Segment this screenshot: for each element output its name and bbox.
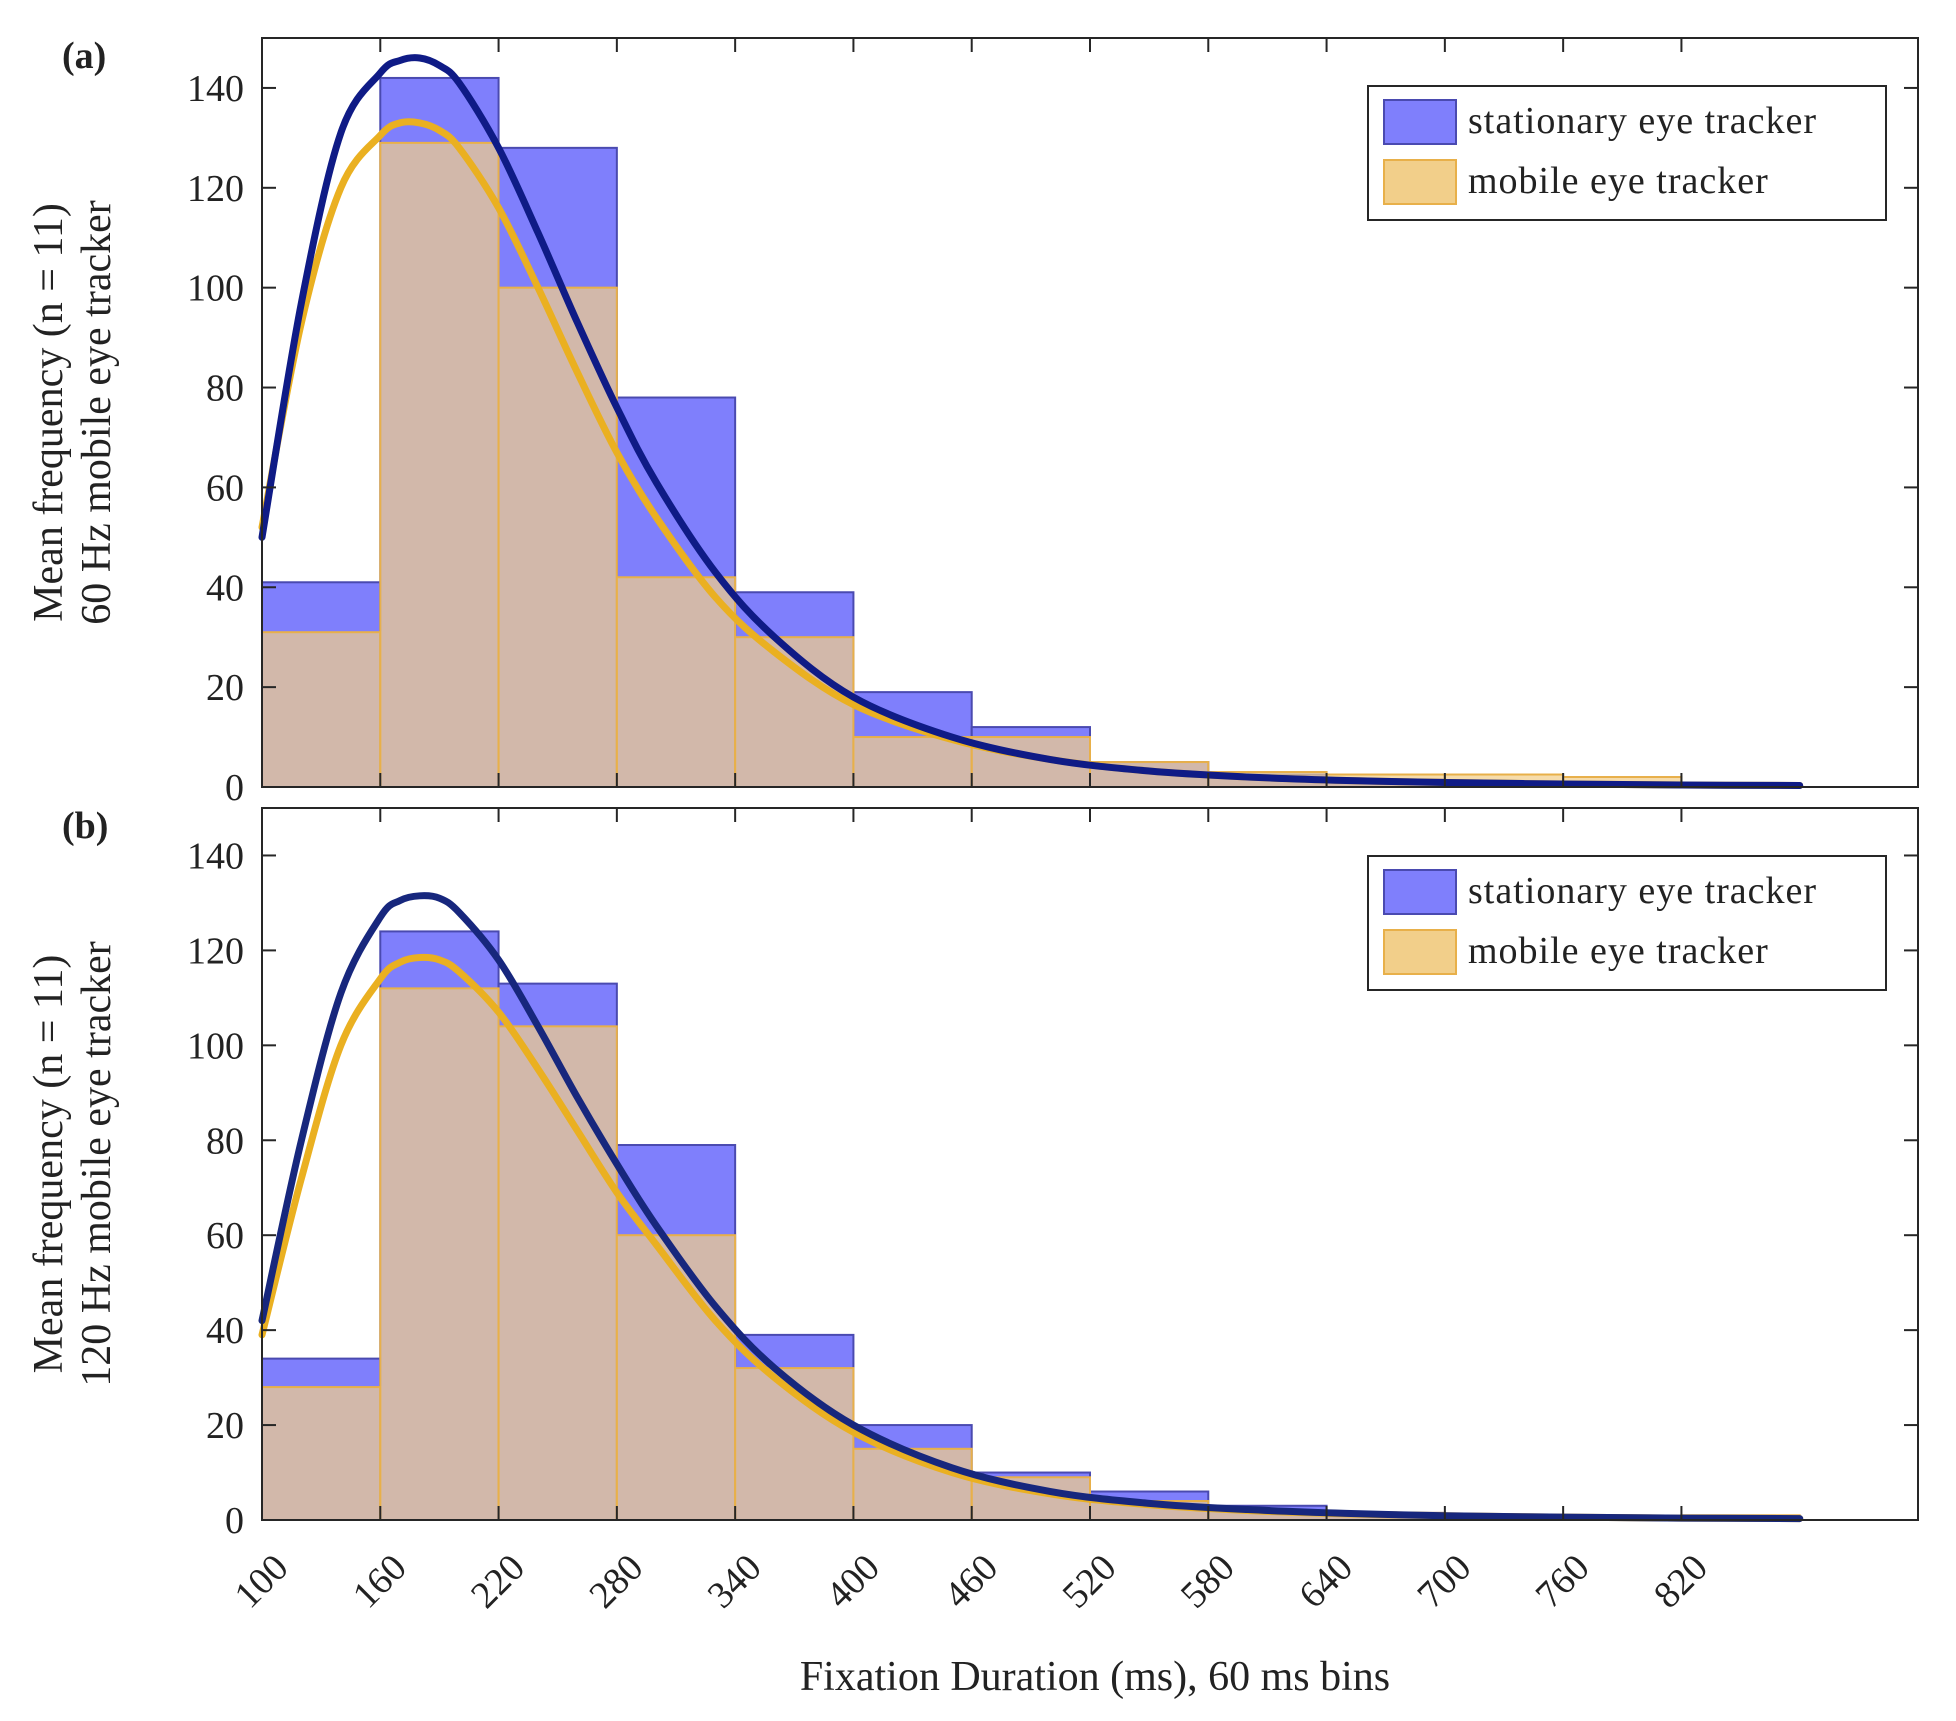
x-tick-label: 460 xyxy=(936,1547,1006,1617)
mobile-bar xyxy=(497,1025,618,1521)
y-tick-label: 80 xyxy=(206,1120,244,1162)
mobile-bar xyxy=(379,987,500,1521)
x-tick-label: 760 xyxy=(1528,1547,1598,1617)
x-tick-label: 580 xyxy=(1173,1547,1243,1617)
y-tick-label: 140 xyxy=(187,68,244,110)
stationary-fit-line xyxy=(258,892,1804,1523)
x-tick-label: 100 xyxy=(227,1547,297,1617)
y-tick-label: 0 xyxy=(225,767,244,809)
panel-label: (b) xyxy=(62,805,108,847)
x-tick-label: 820 xyxy=(1646,1547,1716,1617)
x-tick-label: 340 xyxy=(700,1547,770,1617)
y-tick-label: 0 xyxy=(225,1500,244,1542)
x-tick-label: 220 xyxy=(463,1547,533,1617)
y-axis-title: Mean frequency (n = 11) xyxy=(26,955,72,1374)
y-tick-label: 60 xyxy=(206,467,244,509)
legend-label: stationary eye tracker xyxy=(1468,870,1817,912)
y-axis-title: 120 Hz mobile eye tracker xyxy=(74,941,120,1386)
x-tick-label: 160 xyxy=(345,1547,415,1617)
legend-swatch-stationary xyxy=(1383,99,1457,145)
y-tick-label: 140 xyxy=(187,835,244,877)
panel-label: (a) xyxy=(62,35,106,77)
y-tick-label: 120 xyxy=(187,168,244,210)
legend-label: stationary eye tracker xyxy=(1468,100,1817,142)
y-axis-title: 60 Hz mobile eye tracker xyxy=(74,200,120,624)
x-tick-label: 640 xyxy=(1291,1547,1361,1617)
mobile-bar xyxy=(261,1386,382,1522)
y-tick-label: 80 xyxy=(206,368,244,410)
mobile-bar xyxy=(615,576,737,789)
mobile-bar xyxy=(261,631,382,788)
legend-swatch-mobile xyxy=(1383,929,1457,975)
panel-a: 0 20 40 60 80 100 120 140 Mean frequency (n = 11… xyxy=(26,35,1919,809)
legend-swatch-mobile xyxy=(1383,159,1457,205)
x-tick-label: 700 xyxy=(1409,1547,1479,1617)
y-axis-title: Mean frequency (n = 11) xyxy=(26,203,72,622)
x-axis-title: Fixation Duration (ms), 60 ms bins xyxy=(800,1654,1390,1700)
legend-label: mobile eye tracker xyxy=(1468,160,1769,202)
panel-b: 0 20 40 60 80 100 120 140 100 160 220 280 340 400 460 5… xyxy=(26,805,1919,1617)
y-tick-label: 100 xyxy=(187,268,244,310)
y-tick-label: 120 xyxy=(187,930,244,972)
y-tick-label: 20 xyxy=(206,1405,244,1447)
stationary-fit-line xyxy=(258,54,1804,790)
y-tick-label: 100 xyxy=(187,1025,244,1067)
y-tick-label: 40 xyxy=(206,1310,244,1352)
mobile-bar xyxy=(852,736,973,788)
y-tick-label: 20 xyxy=(206,667,244,709)
mobile-bar xyxy=(615,1234,737,1521)
x-tick-label: 280 xyxy=(581,1547,651,1617)
mobile-bar xyxy=(379,141,500,789)
legend-swatch-stationary xyxy=(1383,869,1457,915)
mobile-bar xyxy=(734,636,855,789)
y-tick-label: 40 xyxy=(206,567,244,609)
x-tick-label: 520 xyxy=(1055,1547,1125,1617)
legend-label: mobile eye tracker xyxy=(1468,930,1769,972)
y-tick-label: 60 xyxy=(206,1215,244,1257)
x-tick-label: 400 xyxy=(818,1547,888,1617)
